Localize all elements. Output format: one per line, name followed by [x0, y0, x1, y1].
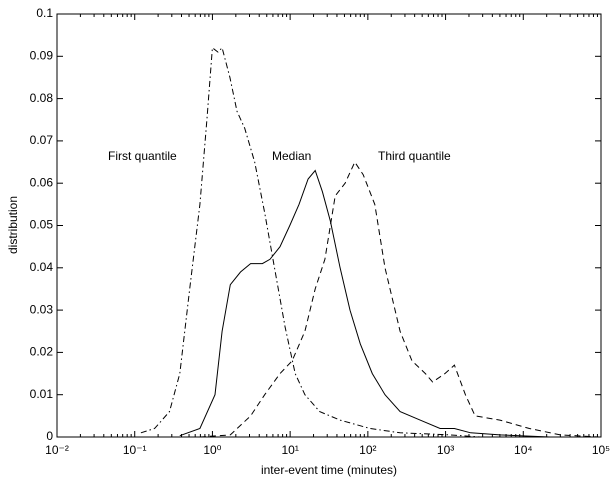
- y-tick-label: 0.04: [30, 260, 54, 274]
- series-line: [140, 46, 481, 438]
- x-axis-label: inter-event time (minutes): [261, 463, 397, 477]
- y-tick-label: 0.02: [30, 345, 54, 359]
- y-tick-label: 0.08: [30, 91, 54, 105]
- annotation: Median: [272, 149, 311, 163]
- x-tick-label: 10⁰: [203, 443, 221, 457]
- y-axis-label: distribution: [6, 196, 20, 254]
- annotation: Third quantile: [378, 149, 451, 163]
- y-tick-label: 0.05: [30, 218, 54, 232]
- x-tick-label: 10⁴: [514, 443, 533, 457]
- annotation: First quantile: [108, 149, 177, 163]
- x-tick-label: 10²: [359, 443, 376, 457]
- x-tick-label: 10³: [437, 443, 454, 457]
- y-tick-label: 0.06: [30, 175, 54, 189]
- x-tick-label: 10⁵: [592, 443, 610, 457]
- y-tick-label: 0: [46, 429, 53, 443]
- x-tick-label: 10¹: [281, 443, 298, 457]
- series-line: [179, 169, 550, 438]
- y-tick-label: 0.1: [36, 6, 53, 20]
- y-tick-label: 0.07: [30, 133, 54, 147]
- series-line: [199, 161, 600, 438]
- y-tick-label: 0.03: [30, 302, 54, 316]
- y-tick-label: 0.01: [30, 387, 54, 401]
- y-tick-label: 0.09: [30, 48, 54, 62]
- plot-frame: [56, 13, 602, 438]
- x-tick-label: 10⁻²: [45, 443, 69, 457]
- x-tick-label: 10⁻¹: [123, 443, 147, 457]
